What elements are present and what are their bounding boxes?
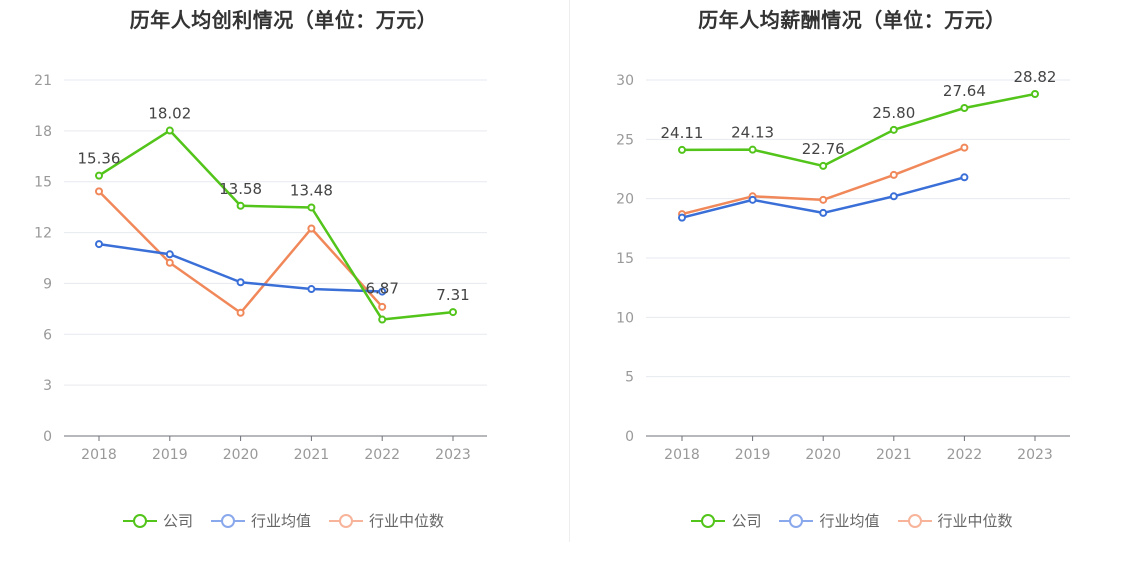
- x-tick-label: 2020: [223, 447, 259, 463]
- y-tick-label: 9: [43, 276, 52, 292]
- profit-per-capita-panel: 历年人均创利情况（单位：万元） 0 3 6 9 12 15 18 21 2018 2019 2020…: [0, 8, 567, 531]
- legend-item-company[interactable]: 公司: [691, 510, 761, 531]
- salary-per-capita-panel: 历年人均薪酬情况（单位：万元） 0 5 10 15 20 25 30 2018 2019 2020…: [570, 0, 1134, 582]
- data-point: [378, 315, 387, 324]
- legend-label: 行业中位数: [937, 512, 1013, 530]
- y-tick-label: 18: [34, 124, 52, 140]
- data-point: [1031, 90, 1039, 99]
- salary-per-capita-chart: 0 5 10 15 20 25 30 2018 2019 2020 2021 2022 2023 24.1…: [616, 68, 1070, 463]
- y-tick-label: 0: [625, 429, 634, 445]
- panel-divider: [569, 0, 570, 542]
- y-tick-label: 25: [616, 132, 634, 148]
- y-tick-label: 6: [43, 327, 52, 343]
- y-tick-label: 30: [616, 73, 634, 89]
- data-label: 25.80: [872, 104, 915, 122]
- data-point: [748, 195, 757, 204]
- y-tick-label: 12: [34, 226, 52, 242]
- x-tick-label: 2018: [81, 447, 117, 463]
- data-point: [378, 302, 387, 311]
- data-label: 27.64: [943, 82, 986, 100]
- data-point: [307, 203, 316, 212]
- x-tick-label: 2019: [152, 447, 188, 463]
- legend-industry-median-icon: [897, 513, 932, 528]
- data-point: [165, 250, 174, 259]
- legend: 公司 行业均值 行业中位数: [570, 510, 1134, 531]
- x-tick-label: 2021: [294, 447, 330, 463]
- data-label: 13.58: [219, 180, 262, 198]
- data-label: 22.76: [802, 140, 845, 158]
- data-point: [889, 170, 898, 179]
- y-tick-label: 5: [625, 370, 634, 386]
- legend-item-industry-avg[interactable]: 行业均值: [210, 510, 311, 531]
- data-point: [819, 195, 828, 204]
- legend: 公司 行业均值 行业中位数: [0, 510, 567, 531]
- data-label: 24.13: [731, 124, 774, 142]
- data-point: [165, 258, 174, 267]
- y-tick-label: 21: [34, 73, 52, 89]
- data-point: [748, 145, 757, 154]
- data-point: [960, 173, 969, 182]
- data-point: [307, 224, 316, 233]
- data-label: 18.02: [148, 105, 191, 123]
- legend-item-industry-median[interactable]: 行业中位数: [329, 510, 444, 531]
- legend-company-icon: [691, 513, 726, 528]
- data-point: [449, 308, 457, 317]
- x-tick-label: 2018: [664, 447, 700, 463]
- data-label: 15.36: [78, 150, 121, 168]
- x-tick-label: 2021: [876, 447, 912, 463]
- legend-item-industry-median[interactable]: 行业中位数: [897, 510, 1013, 531]
- profit-per-capita-chart: 0 3 6 9 12 15 18 21 2018 2019 2020 2021 2022 2023 15.3…: [34, 73, 487, 463]
- x-tick-label: 2023: [1017, 447, 1053, 463]
- legend-label: 行业中位数: [369, 512, 445, 530]
- data-point: [95, 171, 103, 180]
- x-tick-label: 2023: [435, 447, 471, 463]
- data-label: 24.11: [661, 124, 704, 142]
- legend-industry-avg-icon: [210, 513, 245, 528]
- data-point: [165, 126, 174, 135]
- y-tick-label: 15: [34, 175, 52, 191]
- x-tick-label: 2020: [805, 447, 841, 463]
- data-point: [889, 192, 898, 201]
- legend-label: 公司: [731, 512, 762, 530]
- data-point: [95, 240, 103, 249]
- data-point: [960, 143, 969, 152]
- data-label: 13.48: [290, 181, 333, 199]
- data-label: 7.31: [436, 286, 469, 304]
- legend-company-icon: [122, 513, 157, 528]
- data-point: [378, 287, 387, 296]
- legend-item-company[interactable]: 公司: [122, 510, 193, 531]
- data-point: [960, 104, 969, 113]
- x-tick-label: 2019: [735, 447, 771, 463]
- legend-industry-median-icon: [329, 513, 363, 528]
- data-point: [678, 145, 686, 154]
- y-tick-label: 20: [616, 192, 634, 208]
- data-label: 6.87: [365, 280, 398, 298]
- data-point: [678, 213, 686, 222]
- x-tick-label: 2022: [364, 447, 400, 463]
- chart-title: 历年人均薪酬情况（单位：万元）: [698, 8, 1006, 32]
- data-point: [95, 187, 103, 196]
- data-point: [236, 308, 245, 317]
- data-point: [236, 278, 245, 287]
- y-tick-label: 0: [43, 429, 52, 445]
- legend-item-industry-avg[interactable]: 行业均值: [779, 510, 880, 531]
- series-line-0: [98, 129, 454, 321]
- data-point: [819, 208, 828, 217]
- data-point: [307, 285, 316, 294]
- chart-title: 历年人均创利情况（单位：万元）: [129, 8, 438, 32]
- y-tick-label: 10: [616, 310, 634, 326]
- legend-industry-avg-icon: [779, 513, 814, 528]
- series-line-0: [681, 92, 1036, 168]
- legend-label: 公司: [162, 512, 193, 530]
- data-point: [889, 125, 898, 134]
- data-point: [236, 201, 245, 210]
- legend-label: 行业均值: [819, 512, 880, 530]
- data-label: 28.82: [1014, 68, 1057, 86]
- legend-label: 行业均值: [250, 512, 311, 530]
- y-tick-label: 3: [43, 378, 52, 394]
- data-point: [819, 161, 828, 170]
- y-tick-label: 15: [616, 251, 634, 267]
- x-tick-label: 2022: [947, 447, 983, 463]
